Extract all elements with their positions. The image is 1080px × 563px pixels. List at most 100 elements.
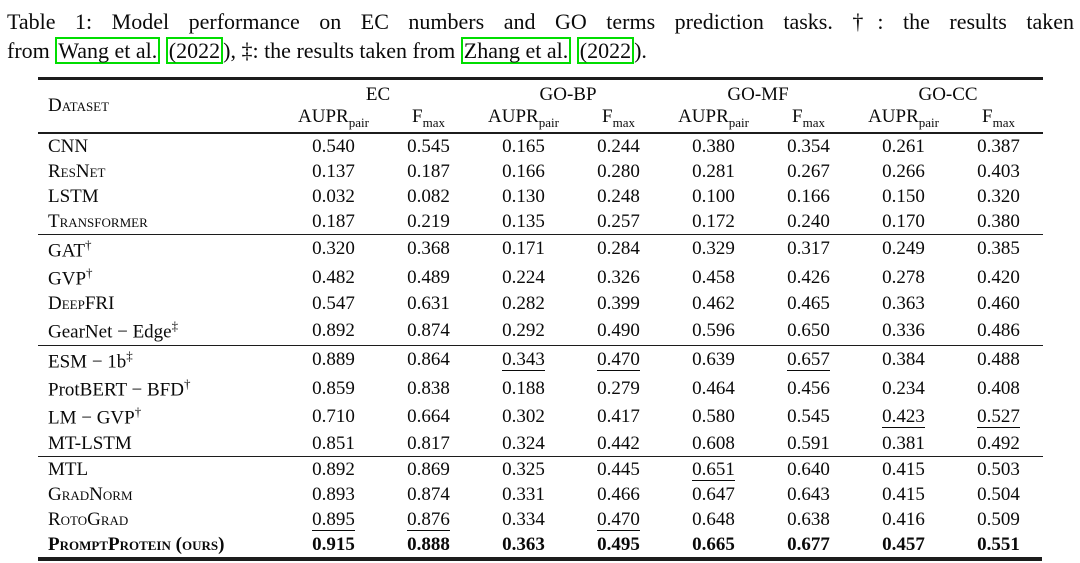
metric-value: 0.851 [312,432,355,454]
metric-value: 0.591 [787,432,830,454]
metric-value: 0.895 [312,508,355,531]
table-row: CNN 0.540 0.545 0.165 0.244 0.380 0.354 0.261 0.… [38,133,1043,159]
table-row: ESM − 1b‡ 0.889 0.864 0.343 0.470 0.639 0.657 0… [38,346,1043,375]
metric-value: 0.248 [597,185,640,207]
metric-value: 0.320 [977,185,1020,207]
model-name: GVP† [48,265,93,290]
metric-value: 0.381 [882,432,925,454]
caption-line-2: from Wang et al. (2022), ‡: the results … [7,36,1074,65]
model-name: MTL [48,458,89,480]
metric-value: 0.368 [407,238,450,260]
metric-value: 0.608 [692,432,735,454]
metric-value: 0.187 [407,160,450,182]
metric-value: 0.399 [597,293,640,315]
metric-value: 0.261 [882,135,925,157]
table-row: ProtBERT − BFD† 0.859 0.838 0.188 0.279 0.464… [38,375,1043,403]
metric-value: 0.915 [312,533,355,555]
metric-value: 0.442 [597,432,640,454]
table-row: PromptProtein (ours) 0.915 0.888 0.363 0.495… [38,532,1043,557]
metric-value: 0.384 [882,349,925,371]
model-name: LSTM [48,185,99,207]
bottom-double-rule [38,557,1042,562]
metric-header-fmax: Fmax [792,106,825,130]
metric-value: 0.166 [502,160,545,182]
metric-header-fmax: Fmax [412,106,445,130]
metric-value: 0.363 [882,293,925,315]
metric-value: 0.240 [787,210,830,232]
citation-link-zhang[interactable]: Zhang et al. [460,37,572,64]
metric-value: 0.387 [977,135,1020,157]
metric-value: 0.888 [407,533,450,555]
model-name: GradNorm [48,483,133,505]
citation-link-wang[interactable]: Wang et al. [55,37,161,64]
metric-value: 0.465 [787,293,830,315]
metric-value: 0.580 [692,406,735,428]
metric-value: 0.244 [597,135,640,157]
model-name: PromptProtein (ours) [48,533,225,555]
metric-value: 0.171 [502,238,545,260]
metric-value: 0.249 [882,238,925,260]
metric-value: 0.326 [597,266,640,288]
metric-value: 0.267 [787,160,830,182]
model-name: ResNet [48,160,106,182]
metric-value: 0.503 [977,458,1020,480]
metric-value: 0.188 [502,377,545,399]
model-name: RotoGrad [48,508,129,530]
metric-header-aupr: AUPRpair [678,106,749,130]
caption-text: ). [634,38,647,63]
metric-value: 0.165 [502,135,545,157]
caption-text: from [7,38,56,63]
metric-value: 0.864 [407,349,450,371]
table-block-baselines: CNN 0.540 0.545 0.165 0.244 0.380 0.354 0.261 0.… [38,133,1044,235]
metric-value: 0.292 [502,320,545,342]
metric-header-aupr: AUPRpair [298,106,369,130]
metric-value: 0.380 [692,135,735,157]
metric-value: 0.470 [597,349,640,372]
metric-value: 0.893 [312,483,355,505]
model-name: Transformer [48,210,148,232]
table-caption: Table 1: Model performance on EC numbers… [0,0,1080,65]
metric-value: 0.082 [407,185,450,207]
metric-value: 0.417 [597,406,640,428]
results-table-wrapper: Dataset EC GO-BP GO-MF GO-CC AUPRpair Fm… [38,77,1044,562]
metric-value: 0.509 [977,508,1020,530]
metric-value: 0.651 [692,458,735,481]
metric-header-row: AUPRpair Fmax AUPRpair Fmax AUPRpair Fma… [38,106,1043,133]
metric-value: 0.527 [977,406,1020,429]
metric-value: 0.490 [597,320,640,342]
table-row: ResNet 0.137 0.187 0.166 0.280 0.281 0.267 0.26… [38,159,1043,184]
metric-value: 0.460 [977,293,1020,315]
metric-value: 0.710 [312,406,355,428]
metric-value: 0.464 [692,377,735,399]
metric-value: 0.639 [692,349,735,371]
metric-value: 0.284 [597,238,640,260]
metric-value: 0.331 [502,483,545,505]
dataset-column-header: Dataset [48,95,110,117]
metric-value: 0.462 [692,293,735,315]
metric-value: 0.280 [597,160,640,182]
metric-value: 0.648 [692,508,735,530]
metric-value: 0.551 [977,533,1020,555]
metric-value: 0.385 [977,238,1020,260]
metric-value: 0.032 [312,185,355,207]
citation-year-wang[interactable]: (2022 [165,37,224,64]
metric-value: 0.631 [407,293,450,315]
metric-value: 0.234 [882,377,925,399]
metric-value: 0.657 [787,349,830,372]
metric-value: 0.492 [977,432,1020,454]
metric-value: 0.172 [692,210,735,232]
col-group-go-mf: GO-MF [727,84,789,105]
metric-value: 0.320 [312,238,355,260]
model-name: ProtBERT − BFD† [48,376,191,401]
metric-value: 0.150 [882,185,925,207]
col-group-go-bp: GO-BP [539,84,597,105]
citation-year-zhang[interactable]: (2022 [576,37,635,64]
metric-value: 0.423 [882,406,925,429]
metric-header-aupr: AUPRpair [488,106,559,130]
model-name: ESM − 1b‡ [48,347,133,373]
metric-value: 0.420 [977,266,1020,288]
group-header-row: Dataset EC GO-BP GO-MF GO-CC [38,79,1043,116]
metric-value: 0.415 [882,458,925,480]
metric-value: 0.317 [787,238,830,260]
metric-value: 0.640 [787,458,830,480]
